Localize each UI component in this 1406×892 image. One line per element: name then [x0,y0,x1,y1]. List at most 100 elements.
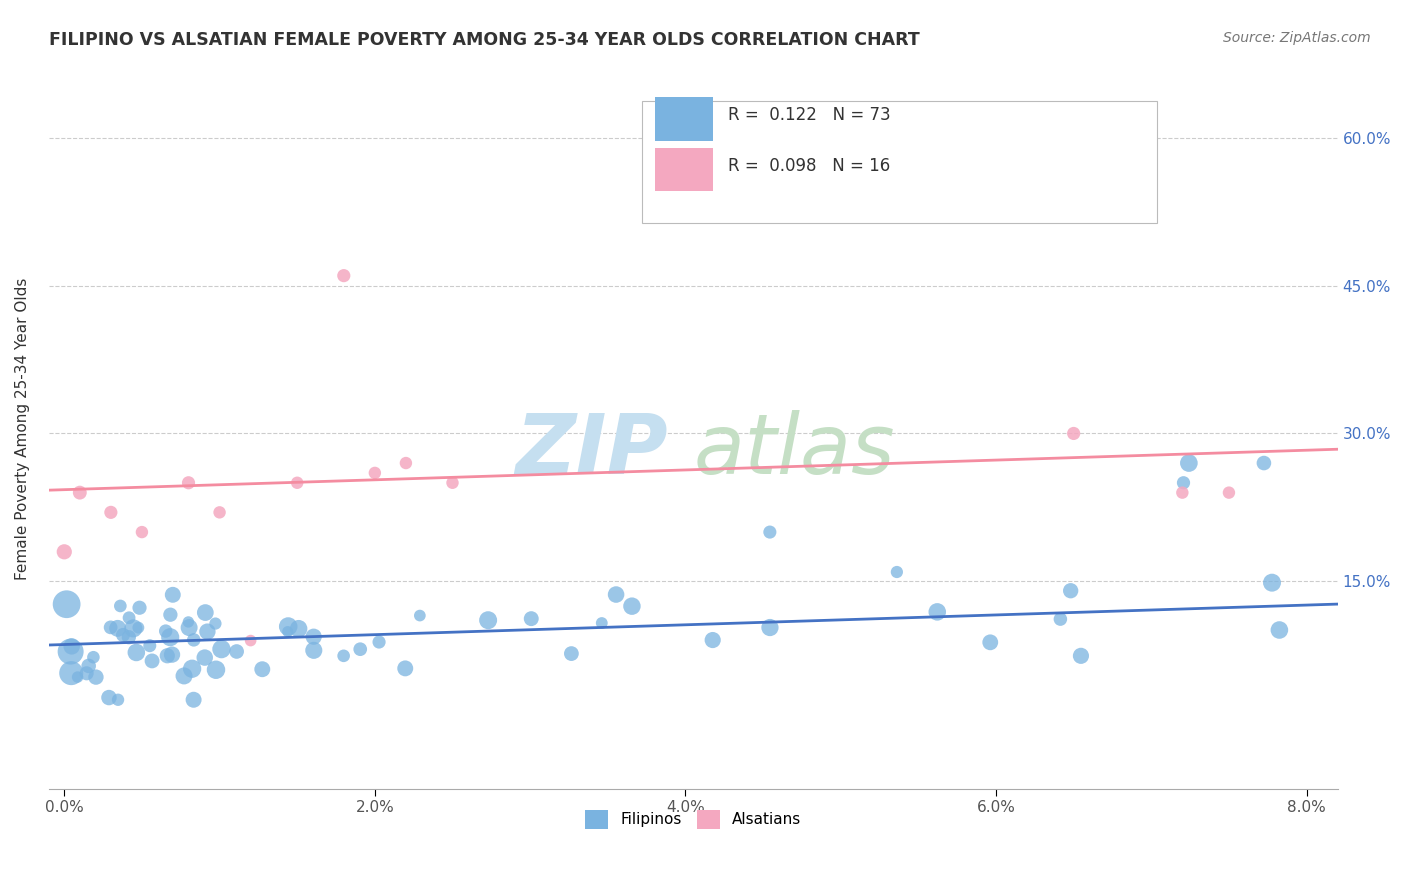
Point [886,565,908,579]
Point [181,662,204,676]
Bar [655,148,713,191]
Point [159,607,181,622]
Point [110,599,132,613]
Legend: Filipinos, Alsatians: Filipinos, Alsatians [579,804,807,835]
Point [620,599,643,614]
Point [107,692,129,706]
Point [605,588,627,602]
Point [702,633,724,648]
Point [1253,456,1275,470]
Point [69,485,91,500]
Bar [655,97,713,141]
Point [441,475,464,490]
Point [183,632,205,647]
Point [409,608,432,623]
Point [208,505,231,519]
Point [477,613,499,627]
Point [302,643,325,657]
Point [1178,456,1201,470]
Point [159,630,181,644]
Point [122,621,145,635]
Point [277,619,299,633]
Text: FILIPINO VS ALSATIAN FEMALE POVERTY AMONG 25-34 YEAR OLDS CORRELATION CHART: FILIPINO VS ALSATIAN FEMALE POVERTY AMON… [49,31,920,49]
Point [368,635,391,649]
Point [160,648,183,662]
Point [759,525,782,540]
Text: R =  0.122   N = 73: R = 0.122 N = 73 [728,106,890,124]
Text: Source: ZipAtlas.com: Source: ZipAtlas.com [1223,31,1371,45]
Point [1268,623,1291,637]
Point [156,648,179,663]
Point [155,624,177,638]
Point [128,600,150,615]
Point [177,615,200,629]
Text: atlas: atlas [693,409,894,491]
Point [179,621,201,635]
Point [1059,583,1081,598]
Point [759,621,782,635]
Point [332,648,354,663]
Point [252,662,274,676]
Point [173,669,195,683]
Point [560,647,582,661]
Point [107,621,129,635]
Point [194,606,217,620]
Point [211,642,233,657]
Point [287,622,309,636]
Point [97,690,120,705]
Point [118,630,141,644]
Point [55,597,77,611]
Point [285,475,308,490]
Point [1049,612,1071,626]
Point [1173,475,1195,490]
Text: R =  0.098   N = 16: R = 0.098 N = 16 [728,157,890,175]
Point [225,644,247,658]
Point [76,666,98,681]
Point [520,612,543,626]
Point [141,654,163,668]
Point [118,611,141,625]
Point [205,663,228,677]
Point [59,645,82,659]
Point [197,624,219,639]
Point [927,605,949,619]
Point [112,628,135,642]
FancyBboxPatch shape [641,101,1157,223]
Point [177,475,200,490]
Point [1261,575,1284,590]
Point [100,620,122,634]
Point [591,615,613,630]
Point [82,650,104,665]
Point [100,505,122,519]
Point [239,633,262,648]
Point [277,624,299,639]
Point [1070,648,1092,663]
Point [127,621,149,635]
Point [194,650,217,665]
Point [349,642,371,657]
Point [333,268,356,283]
Point [204,616,226,631]
Point [53,545,76,559]
Point [131,525,153,540]
Point [364,466,387,480]
Y-axis label: Female Poverty Among 25-34 Year Olds: Female Poverty Among 25-34 Year Olds [15,277,30,580]
Point [77,659,100,673]
Point [183,692,205,706]
Point [125,645,148,659]
Point [979,635,1001,649]
Point [394,661,416,675]
Point [395,456,418,470]
Point [84,670,107,684]
Point [162,588,184,602]
Point [139,639,162,653]
Point [302,630,325,644]
Text: ZIP: ZIP [515,409,668,491]
Point [1171,485,1194,500]
Point [66,670,89,684]
Point [1063,426,1085,441]
Point [1218,485,1240,500]
Point [60,640,83,654]
Point [830,101,852,115]
Point [60,666,83,681]
